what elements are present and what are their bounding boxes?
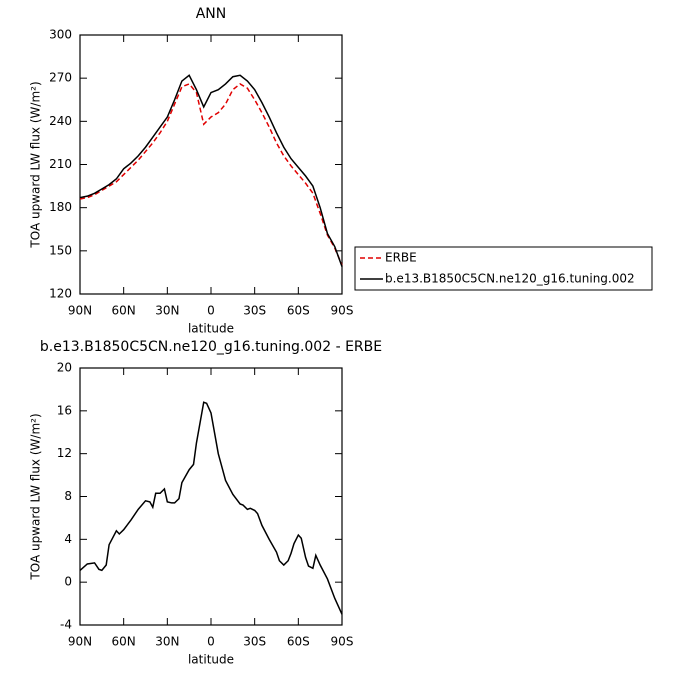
y-tick-label: 16 (57, 403, 72, 417)
x-tick-label: 30S (243, 304, 266, 318)
y-tick-label: 180 (49, 200, 72, 214)
y-tick-label: 20 (57, 361, 72, 375)
y-tick-label: 240 (49, 114, 72, 128)
legend-label: b.e13.B1850C5CN.ne120_g16.tuning.002 (385, 272, 635, 286)
y-axis-label: TOA upward LW flux (W/m²) (29, 413, 43, 580)
x-tick-label: 60S (287, 304, 310, 318)
x-tick-label: 60N (112, 635, 136, 649)
y-tick-label: 120 (49, 287, 72, 301)
line-series (79, 401, 343, 615)
x-tick-label: 30N (155, 304, 179, 318)
x-tick-label: 90N (68, 304, 92, 318)
x-tick-label: 60N (112, 304, 136, 318)
x-tick-label: 60S (287, 635, 310, 649)
plot-frame (79, 367, 343, 626)
line-series (79, 74, 343, 267)
y-tick-label: 210 (49, 157, 72, 171)
x-tick-label: 0 (207, 635, 215, 649)
x-tick-label: 0 (207, 304, 215, 318)
y-tick-label: 4 (64, 532, 72, 546)
x-tick-label: 90S (331, 304, 354, 318)
y-tick-label: 150 (49, 243, 72, 257)
y-tick-label: 8 (64, 489, 72, 503)
legend: ERBE b.e13.B1850C5CN.ne120_g16.tuning.002 (354, 246, 653, 291)
plot-frame (79, 34, 343, 295)
panel: ANN latitude TOA upward LW flux (W/m²) 120 1… (29, 6, 653, 336)
x-axis-label: latitude (188, 653, 234, 667)
chart-title: b.e13.B1850C5CN.ne120_g16.tuning.002 - E… (40, 339, 382, 355)
legend-box (354, 246, 653, 291)
y-tick-label: 0 (64, 575, 72, 589)
line-series (79, 83, 343, 266)
y-tick-label: -4 (60, 618, 72, 632)
x-tick-label: 90N (68, 635, 92, 649)
y-axis-label: TOA upward LW flux (W/m²) (29, 81, 43, 248)
y-tick-label: 12 (57, 446, 72, 460)
legend-label: ERBE (385, 251, 417, 265)
panel: b.e13.B1850C5CN.ne120_g16.tuning.002 - E… (29, 339, 383, 667)
x-tick-label: 30S (243, 635, 266, 649)
y-tick-label: 270 (49, 71, 72, 85)
x-tick-label: 30N (155, 635, 179, 649)
x-axis-label: latitude (188, 322, 234, 336)
y-tick-label: 300 (49, 28, 72, 42)
x-tick-label: 90S (331, 635, 354, 649)
chart-title: ANN (196, 6, 227, 22)
